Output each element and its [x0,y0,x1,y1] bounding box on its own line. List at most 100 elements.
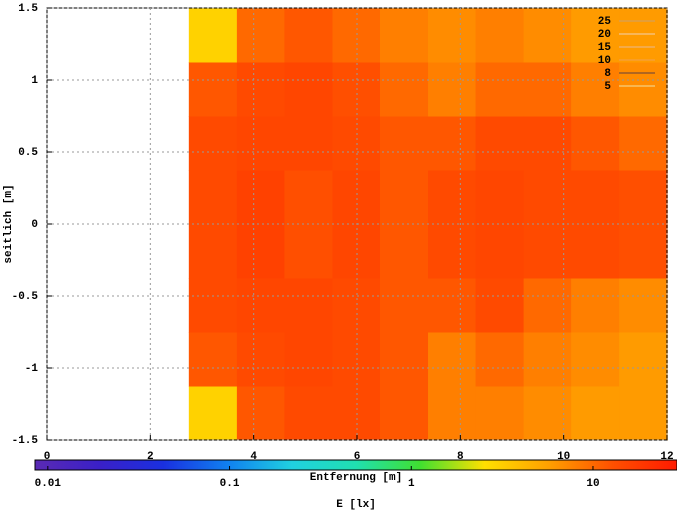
heat-cell [571,116,620,171]
heat-cell [188,170,238,225]
heat-cell [379,62,429,117]
colorbar-tick-label: 0.1 [220,478,240,490]
heat-cell [284,332,333,387]
heat-cell [475,278,525,333]
heat-cell [284,116,333,171]
y-tick-label: -0.5 [12,291,39,303]
y-tick-label: 1.5 [18,3,38,15]
x-tick-label: 6 [354,451,361,463]
heat-cell [188,278,238,333]
heat-cell [523,170,573,225]
heat-cell [475,386,525,441]
colorbar-label: E [lx] [336,499,376,510]
heat-cell [284,170,333,225]
heat-cell [236,170,286,225]
heat-cell [236,278,286,333]
legend-label: 20 [598,29,611,41]
heat-cell [284,278,333,333]
heat-cell [619,386,668,441]
heat-cell [523,62,573,117]
legend-label: 15 [598,42,612,54]
heat-cell [475,62,525,117]
heat-cell [428,116,477,171]
heat-cell [428,224,477,279]
heat-cell [475,170,525,225]
heat-cell [188,386,238,441]
heat-cell [523,278,573,333]
heat-cell [619,332,668,387]
heat-cell [284,62,333,117]
heat-cell [571,170,620,225]
heat-cell [188,224,238,279]
heat-cell [188,332,238,387]
heat-cell [236,8,286,63]
heat-cell [379,116,429,171]
heat-cell [379,8,429,63]
heat-cell [428,386,477,441]
heat-cell [284,224,333,279]
heat-cell [523,332,573,387]
heat-cell [475,116,525,171]
heat-cell [571,332,620,387]
x-tick-label: 0 [44,451,51,463]
heat-cell [379,224,429,279]
heat-cell [523,8,573,63]
legend-label: 5 [604,81,611,93]
heat-cell [523,224,573,279]
colorbar-tick-label: 1 [408,478,415,490]
colorbar [34,459,677,471]
colorbar-tick-label: 10 [586,478,599,490]
heat-cell [188,62,238,117]
colorbar-tick-label: 0.01 [35,478,62,490]
y-tick-label: 0.5 [18,147,38,159]
heat-cell [523,386,573,441]
y-axis-label: seitlich [m] [3,184,15,263]
heat-cell [236,224,286,279]
y-tick-label: -1 [25,363,39,375]
legend-label: 10 [598,55,611,67]
heat-cell [571,8,620,63]
heat-cell [619,116,668,171]
heat-cell [188,116,238,171]
heat-cell [428,8,477,63]
heat-cell [236,332,286,387]
y-tick-label: 0 [31,219,38,231]
heat-cell [523,116,573,171]
x-tick-label: 8 [457,451,464,463]
heat-cell [619,8,668,63]
heat-cell [475,332,525,387]
heat-cell [379,386,429,441]
heat-cell [428,170,477,225]
heat-cell [475,224,525,279]
heat-cell [571,62,620,117]
y-tick-label: 1 [31,75,38,87]
x-tick-label: 2 [147,451,154,463]
heat-cell [379,332,429,387]
legend-label: 25 [598,16,612,28]
heat-cell [571,224,620,279]
heat-cell [379,278,429,333]
heat-cell [428,62,477,117]
heat-cell [236,386,286,441]
heat-cell [571,278,620,333]
heat-cell [236,116,286,171]
heat-cell [236,62,286,117]
heat-cell [332,224,382,279]
heat-cell [619,170,668,225]
heat-cell [619,278,668,333]
legend-label: 8 [604,68,611,80]
heat-cell [619,62,668,117]
heat-cell [571,386,620,441]
heat-cell [619,224,668,279]
heat-cell [475,8,525,63]
heat-cell [428,332,477,387]
x-tick-label: 4 [250,451,257,463]
heat-cell [284,8,333,63]
heat-cell [188,8,238,63]
heat-cell [379,170,429,225]
heat-cell [284,386,333,441]
y-tick-label: -1.5 [12,435,39,447]
heat-cell [428,278,477,333]
x-axis-label: Entfernung [m] [310,472,402,484]
